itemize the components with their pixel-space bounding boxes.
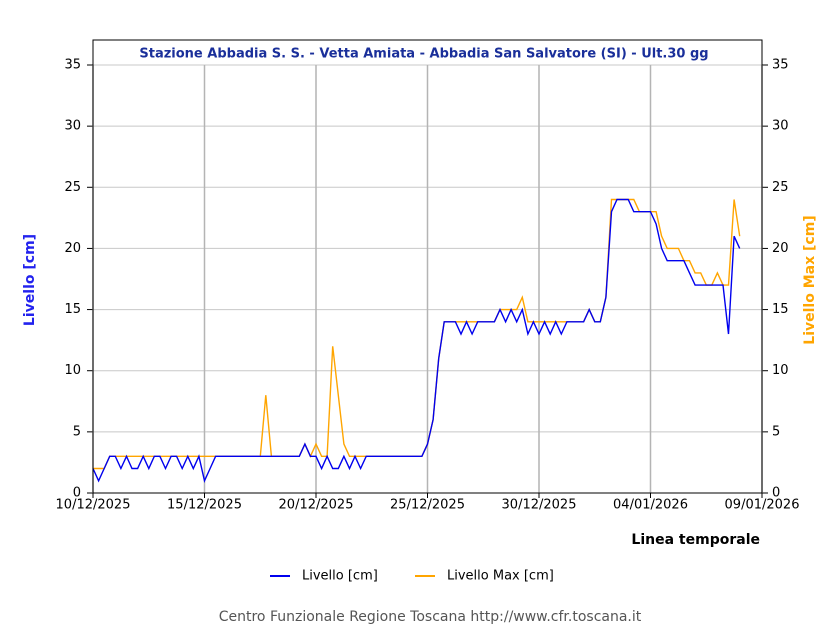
data-line [93,198,741,470]
y2-tick-label: 20 [772,241,789,256]
y2-tick-label: 10 [772,363,789,378]
y2-axis-label: Livello Max [cm] [802,215,818,344]
y2-tick-label: 25 [772,180,789,195]
x-tick-label: 20/12/2025 [279,498,354,513]
y-tick-label: 0 [73,486,81,501]
x-tick-label: 25/12/2025 [390,498,465,513]
y-axis-label: Livello [cm] [22,234,38,326]
y-tick-label: 30 [64,119,81,134]
y2-tick-label: 0 [772,486,780,501]
y2-tick-label: 35 [772,58,789,73]
y2-tick-label: 15 [772,302,789,317]
x-axis-label: Linea temporale [631,532,760,548]
y2-tick-label: 30 [772,119,789,134]
x-tick-label: 09/01/2026 [725,498,800,513]
y-tick-label: 35 [64,58,81,73]
y2-tick-label: 5 [772,424,780,439]
plot-frame [92,39,763,494]
y-tick-label: 5 [73,424,81,439]
footer: Centro Funzionale Regione Toscana http:/… [219,609,642,625]
chart-title: Stazione Abbadia S. S. - Vetta Amiata - … [139,47,708,62]
x-tick-label: 30/12/2025 [502,498,577,513]
y-tick-label: 15 [64,302,81,317]
legend-label: Livello [cm] [302,569,378,584]
x-tick-label: 15/12/2025 [167,498,242,513]
y-tick-label: 20 [64,241,81,256]
data-line [92,198,741,483]
legend-label: Livello Max [cm] [447,569,554,584]
y-tick-label: 10 [64,363,81,378]
x-tick-label: 10/12/2025 [56,498,131,513]
x-tick-label: 04/01/2026 [613,498,688,513]
y-tick-label: 25 [64,180,81,195]
